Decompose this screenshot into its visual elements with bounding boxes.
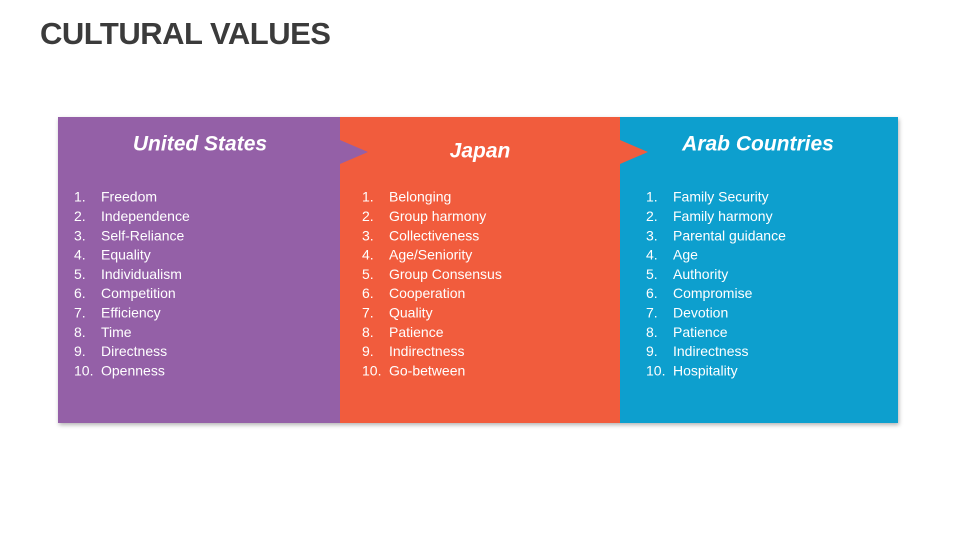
item-text: Time: [101, 324, 132, 340]
column-heading: Japan: [450, 140, 511, 163]
item-number: 4.: [74, 247, 86, 263]
columns: United States 1. Freedom 2. Independence 3. Se…: [74, 133, 834, 379]
panel-us: [58, 117, 368, 423]
panel-japan: [340, 117, 648, 423]
item-number: 8.: [646, 324, 658, 340]
item-text: Family harmony: [673, 208, 773, 224]
item-number: 2.: [646, 208, 658, 224]
item-text: Individualism: [101, 266, 182, 282]
item-text: Openness: [101, 362, 165, 378]
item-text: Directness: [101, 343, 167, 359]
item-text: Authority: [673, 266, 728, 282]
item-number: 10.: [646, 362, 665, 378]
item-number: 9.: [646, 343, 658, 359]
item-number: 10.: [74, 362, 93, 378]
item-number: 5.: [362, 266, 374, 282]
item-text: Quality: [389, 305, 433, 321]
item-text: Indirectness: [389, 343, 464, 359]
item-number: 8.: [362, 324, 374, 340]
item-number: 2.: [362, 208, 374, 224]
item-text: Family Security: [673, 189, 769, 205]
item-number: 6.: [362, 285, 374, 301]
column-heading: United States: [133, 133, 267, 156]
item-number: 1.: [362, 189, 374, 205]
item-number: 9.: [362, 343, 374, 359]
item-text: Hospitality: [673, 362, 738, 378]
item-text: Group Consensus: [389, 266, 502, 282]
item-number: 3.: [362, 227, 374, 243]
item-text: Age: [673, 247, 698, 263]
item-number: 2.: [74, 208, 86, 224]
item-number: 5.: [74, 266, 86, 282]
item-text: Collectiveness: [389, 227, 479, 243]
item-text: Efficiency: [101, 305, 161, 321]
panels: [58, 117, 898, 423]
panel-arab: [620, 117, 898, 423]
item-number: 10.: [362, 362, 381, 378]
item-text: Independence: [101, 208, 190, 224]
item-number: 5.: [646, 266, 658, 282]
item-number: 4.: [646, 247, 658, 263]
item-text: Belonging: [389, 189, 451, 205]
slide-title: CULTURAL VALUES: [40, 16, 330, 51]
item-text: Cooperation: [389, 285, 465, 301]
item-text: Freedom: [101, 189, 157, 205]
item-number: 9.: [74, 343, 86, 359]
item-text: Patience: [389, 324, 444, 340]
item-number: 4.: [362, 247, 374, 263]
item-text: Parental guidance: [673, 227, 786, 243]
item-number: 8.: [74, 324, 86, 340]
item-text: Equality: [101, 247, 151, 263]
item-text: Age/Seniority: [389, 247, 472, 263]
item-number: 6.: [646, 285, 658, 301]
item-text: Patience: [673, 324, 728, 340]
item-text: Self-Reliance: [101, 227, 184, 243]
column-heading: Arab Countries: [681, 133, 834, 156]
item-number: 7.: [362, 305, 374, 321]
item-text: Compromise: [673, 285, 753, 301]
item-number: 1.: [74, 189, 86, 205]
item-number: 3.: [646, 227, 658, 243]
item-text: Go-between: [389, 362, 465, 378]
item-text: Devotion: [673, 305, 728, 321]
item-text: Competition: [101, 285, 176, 301]
item-text: Group harmony: [389, 208, 486, 224]
item-text: Indirectness: [673, 343, 748, 359]
item-number: 3.: [74, 227, 86, 243]
item-number: 7.: [646, 305, 658, 321]
item-number: 6.: [74, 285, 86, 301]
item-number: 1.: [646, 189, 658, 205]
item-number: 7.: [74, 305, 86, 321]
